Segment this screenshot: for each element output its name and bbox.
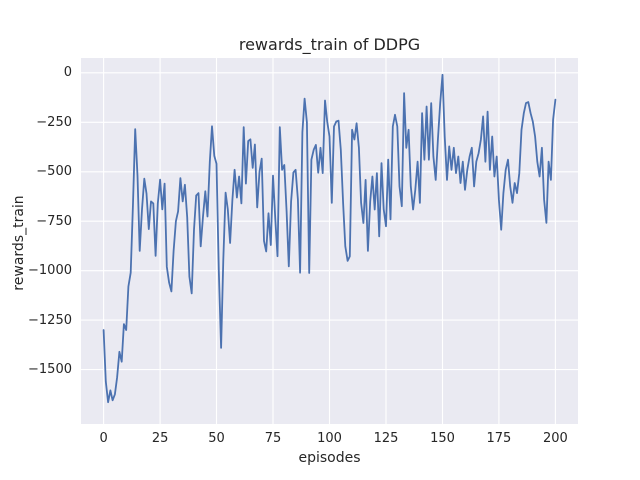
x-tick-label: 25 xyxy=(151,431,169,446)
x-tick-label: 0 xyxy=(99,431,108,446)
chart-title: rewards_train of DDPG xyxy=(238,35,421,54)
x-tick-label: 75 xyxy=(264,431,282,446)
y-tick-label: −500 xyxy=(36,164,72,180)
x-axis-label: episodes xyxy=(298,450,361,466)
y-tick-label: −1000 xyxy=(28,263,72,279)
x-tick-label: 125 xyxy=(373,431,399,446)
y-axis-label: rewards_train xyxy=(11,195,27,291)
x-tick-label: 175 xyxy=(486,431,512,446)
y-tick-label: 0 xyxy=(63,65,72,81)
x-tick-label: 200 xyxy=(542,431,568,446)
y-tick-label: −1500 xyxy=(28,362,72,378)
x-tick-label: 100 xyxy=(317,431,342,446)
y-tick-label: −250 xyxy=(36,114,72,130)
x-tick-label: 150 xyxy=(430,431,455,446)
reward-line-series xyxy=(102,73,557,404)
y-tick-label: −750 xyxy=(36,213,72,229)
y-tick-label: −1250 xyxy=(28,312,72,328)
x-tick-label: 50 xyxy=(208,431,225,446)
